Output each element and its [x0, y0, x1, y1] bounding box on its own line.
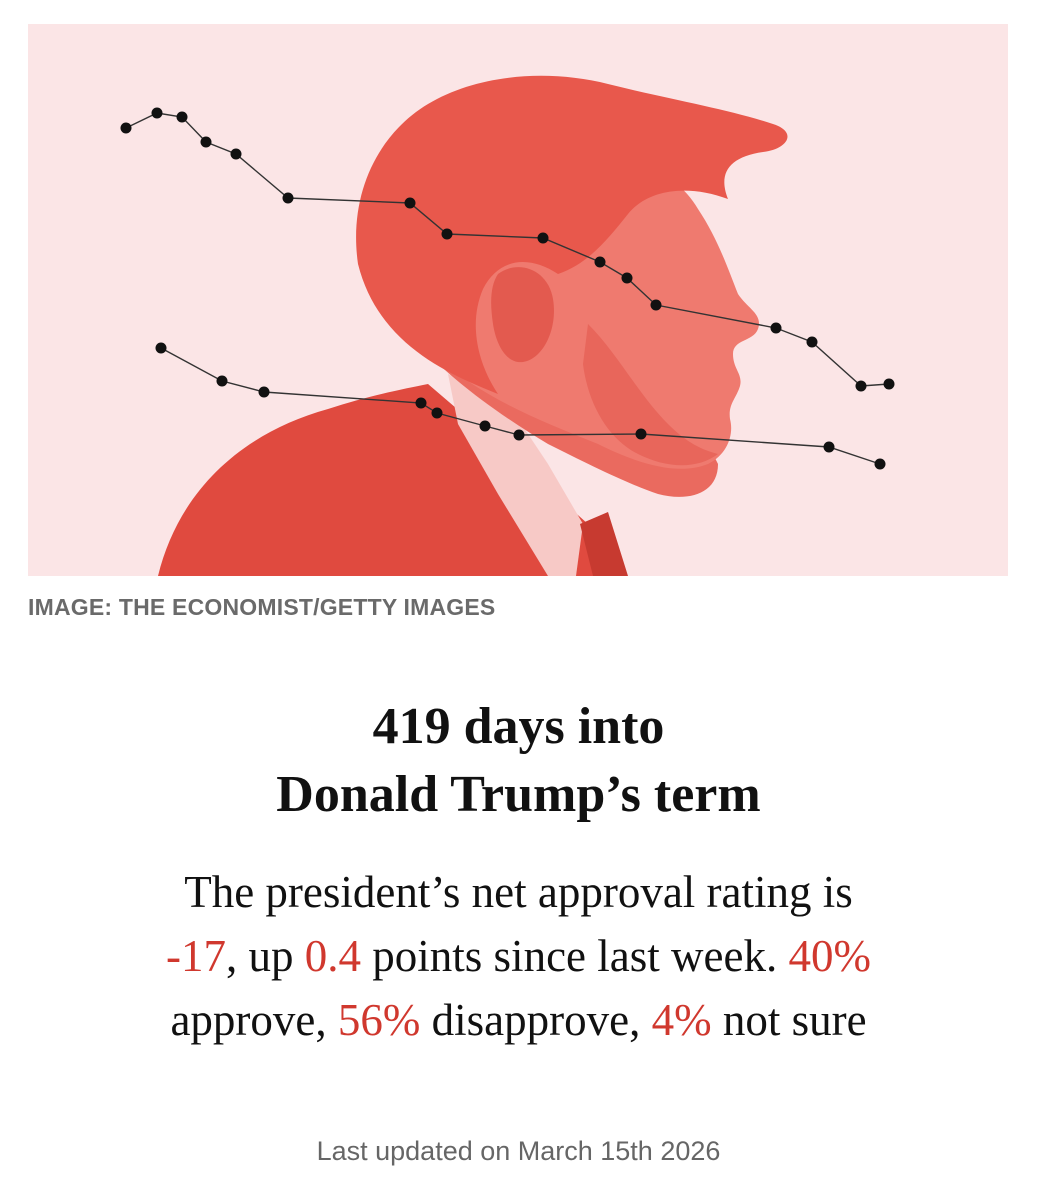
- summary-text: points since last week.: [361, 931, 789, 981]
- trend-dot: [155, 342, 167, 354]
- trend-dot: [176, 111, 188, 123]
- trend-dot: [282, 192, 294, 204]
- trend-dot: [415, 397, 427, 409]
- weekly-change-value: 0.4: [304, 931, 362, 981]
- jacket-shape: [158, 384, 618, 576]
- trend-dot: [200, 136, 212, 148]
- summary-line-1: The president’s net approval rating is: [0, 860, 1037, 924]
- trend-dot: [635, 428, 647, 440]
- trend-dot: [431, 407, 443, 419]
- trend-dot: [770, 322, 782, 334]
- not-sure-value: 4%: [651, 995, 712, 1045]
- summary-text: The president’s net approval rating is: [184, 867, 853, 917]
- ear-shape: [491, 267, 554, 363]
- net-approval-value: -17: [166, 931, 227, 981]
- trend-dot: [230, 148, 242, 160]
- trend-dot: [823, 441, 835, 453]
- headline-line-2: Donald Trump’s term: [276, 766, 761, 823]
- trend-dot: [513, 429, 525, 441]
- tie-shape: [580, 512, 628, 576]
- last-updated: Last updated on March 15th 2026: [316, 1136, 721, 1166]
- approval-summary: The president’s net approval rating is -…: [0, 860, 1037, 1052]
- disapprove-value: 56%: [337, 995, 421, 1045]
- headline-line-1: 419 days into: [372, 698, 665, 755]
- face-shadow: [583, 324, 718, 466]
- trend-dot: [883, 378, 895, 390]
- trend-dot: [537, 232, 549, 244]
- image-credit: IMAGE: THE ECONOMIST/GETTY IMAGES: [28, 594, 496, 620]
- hero-image: [28, 24, 1008, 576]
- trend-dot: [806, 336, 818, 348]
- trend-dot: [874, 458, 886, 470]
- approve-value: 40%: [788, 931, 871, 981]
- headline: 419 days into Donald Trump’s term: [0, 693, 1037, 829]
- trend-dot: [855, 380, 867, 392]
- trend-dot: [151, 107, 163, 119]
- summary-text: , up: [226, 931, 305, 981]
- summary-text: approve,: [170, 995, 338, 1045]
- summary-line-3: approve, 56% disapprove, 4% not sure: [0, 988, 1037, 1052]
- portrait-silhouette: [158, 75, 788, 576]
- hair-shape: [356, 75, 788, 394]
- trend-line-lower: [155, 342, 886, 470]
- trend-dot: [404, 197, 416, 209]
- trend-dot: [441, 228, 453, 240]
- trend-dot: [650, 299, 662, 311]
- trend-dot: [258, 386, 270, 398]
- hero-illustration: [120, 75, 895, 576]
- summary-text: not sure: [711, 995, 867, 1045]
- trend-dot: [479, 420, 491, 432]
- trend-dot: [216, 375, 228, 387]
- summary-line-2: -17, up 0.4 points since last week. 40%: [0, 924, 1037, 988]
- trend-dot: [621, 272, 633, 284]
- trend-dot: [120, 122, 132, 134]
- summary-text: disapprove,: [420, 995, 652, 1045]
- trend-line-upper: [120, 107, 895, 392]
- trend-dot: [594, 256, 606, 268]
